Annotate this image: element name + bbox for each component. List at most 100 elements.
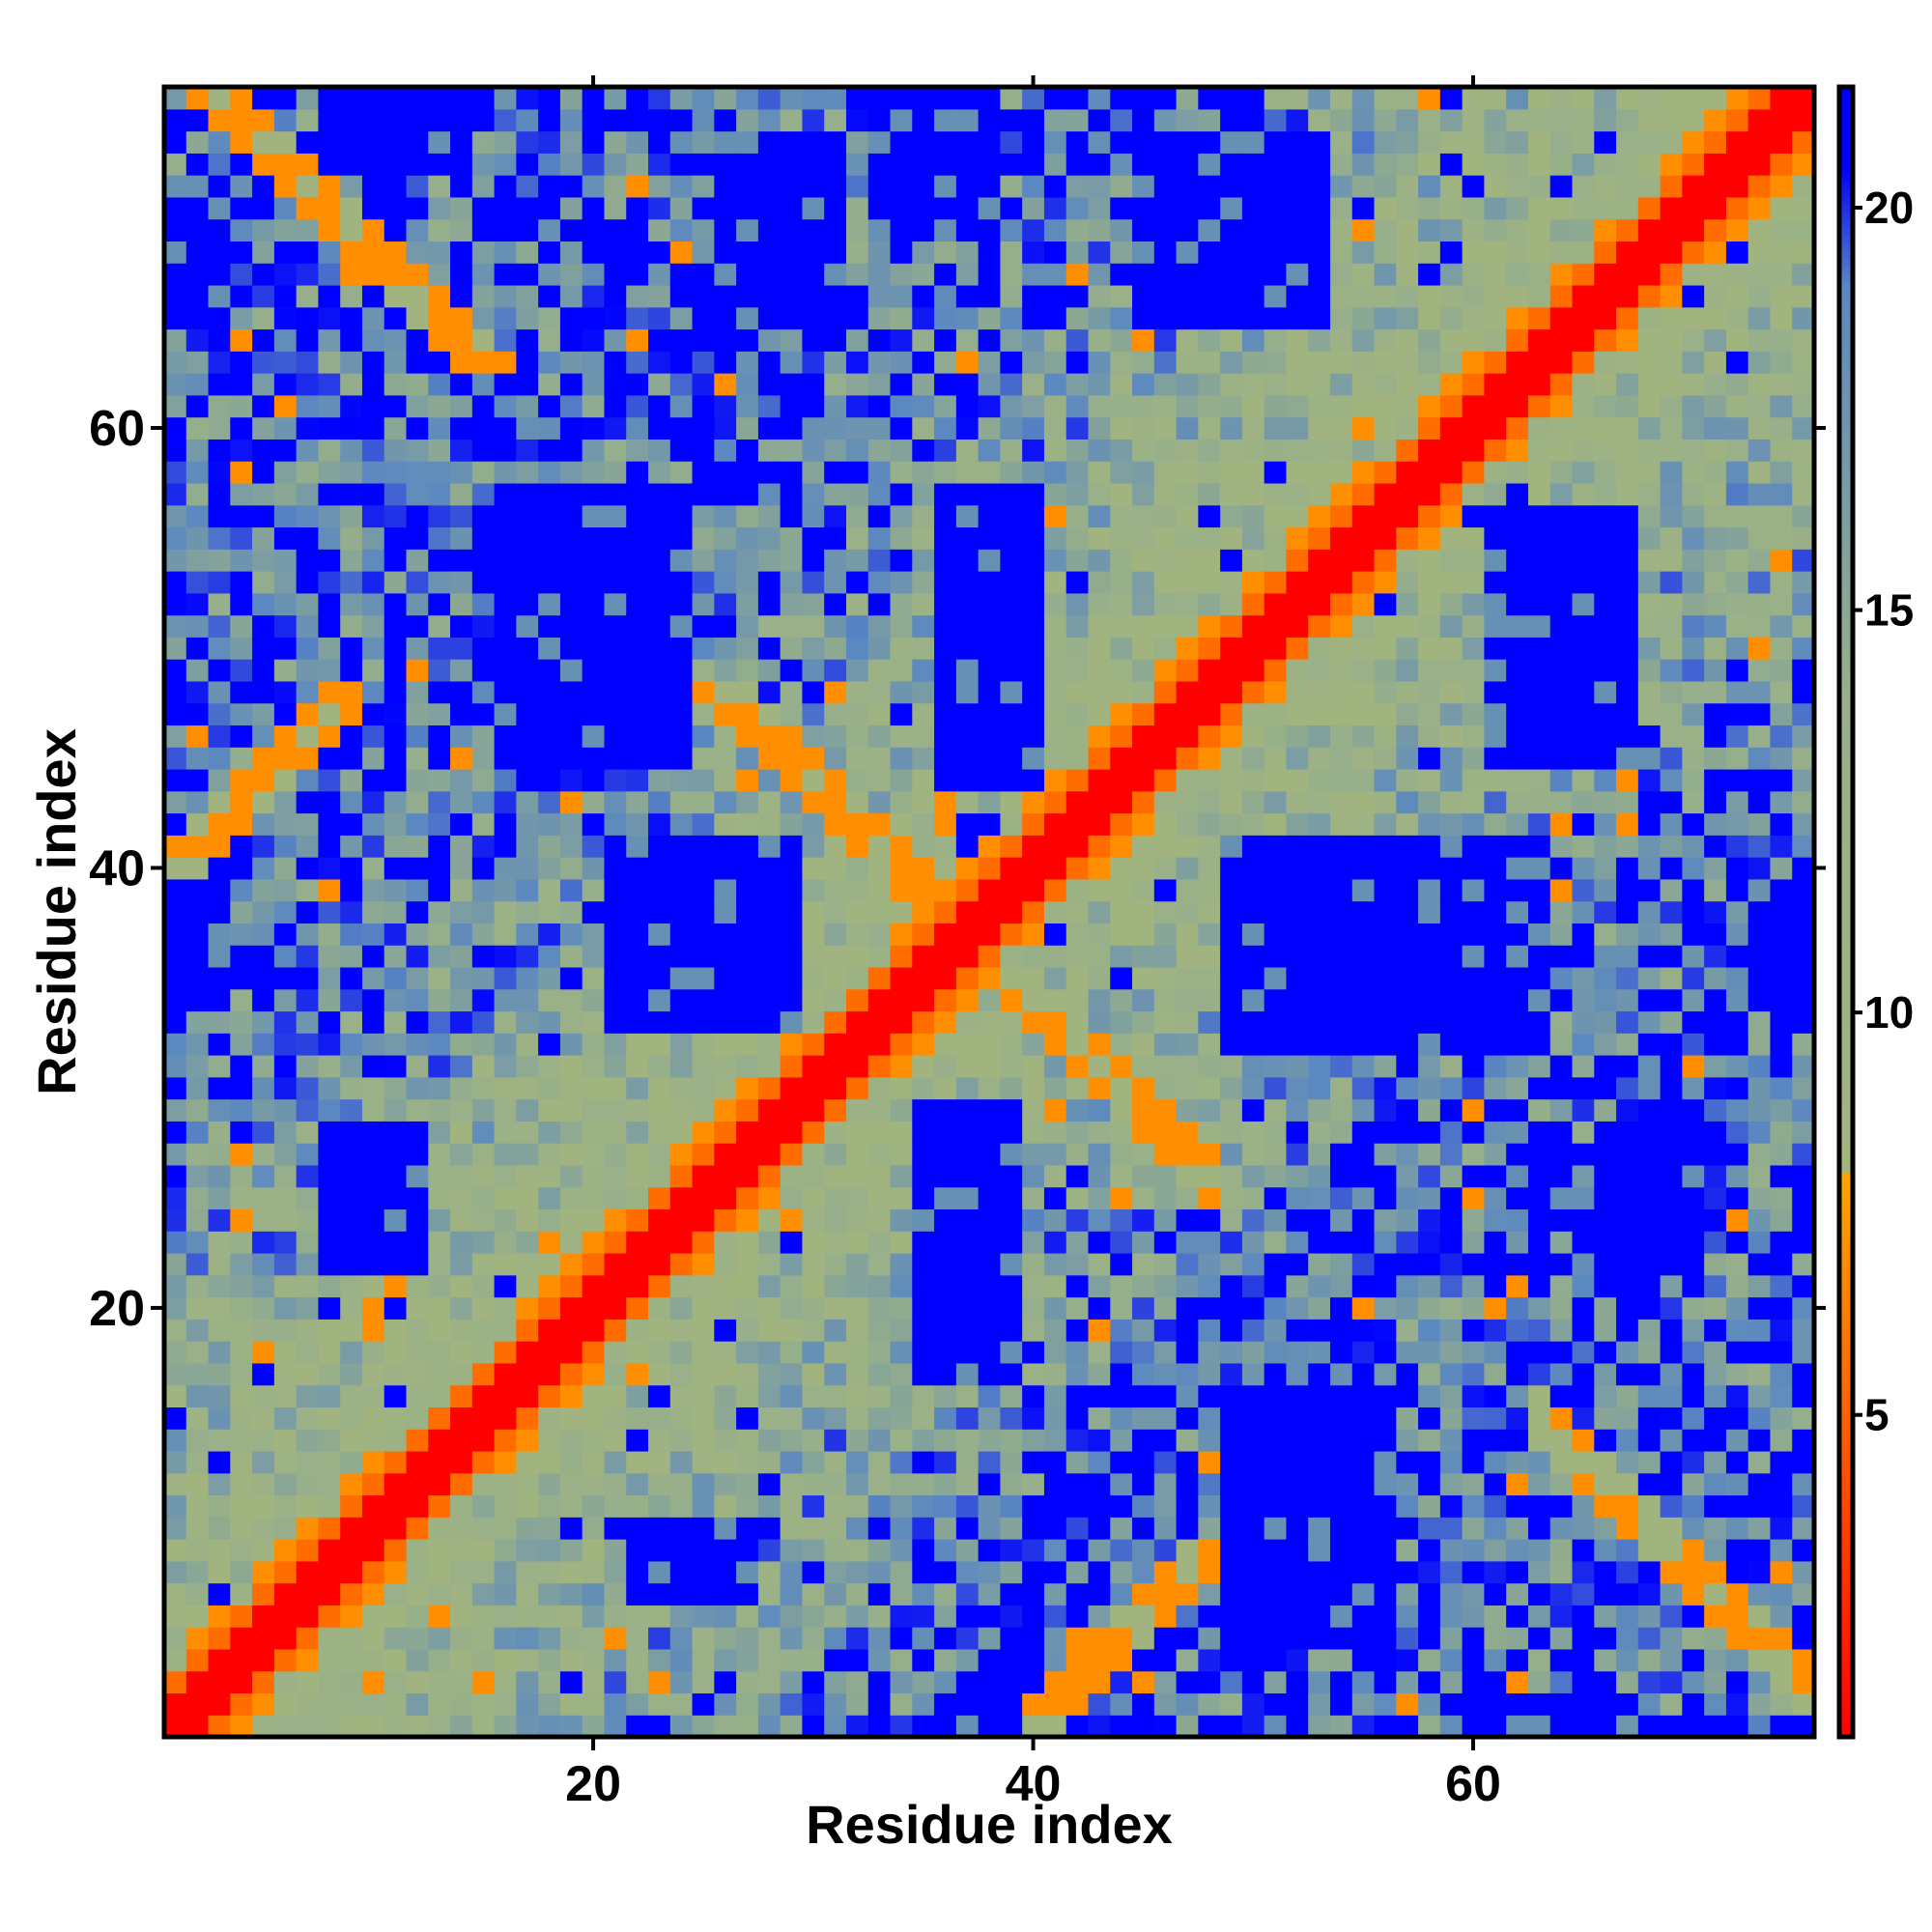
heatmap-cell [406, 1582, 429, 1605]
heatmap-cell [296, 702, 320, 726]
heatmap-cell [912, 1692, 935, 1716]
heatmap-cell [1153, 966, 1178, 990]
heatmap-cell [1527, 747, 1551, 770]
heatmap-cell [1132, 614, 1155, 638]
heatmap-cell [384, 1341, 408, 1364]
heatmap-cell [494, 966, 517, 990]
heatmap-cell [604, 196, 627, 220]
heatmap-cell [1065, 504, 1090, 528]
heatmap-cell [1484, 1692, 1507, 1716]
heatmap-cell [252, 461, 275, 484]
heatmap-cell [1549, 175, 1574, 198]
heatmap-cell [1110, 1494, 1133, 1518]
heatmap-cell [538, 1429, 561, 1452]
heatmap-cell [714, 857, 737, 880]
heatmap-cell [1374, 1319, 1397, 1342]
heatmap-cell [471, 988, 496, 1012]
heatmap-cell [824, 153, 847, 176]
heatmap-cell [1110, 284, 1133, 308]
heatmap-cell [582, 1472, 606, 1496]
heatmap-cell [252, 614, 275, 638]
heatmap-cell [450, 87, 473, 110]
heatmap-cell [406, 263, 429, 286]
heatmap-cell [494, 812, 517, 836]
heatmap-cell [1351, 1560, 1376, 1584]
heatmap-cell [208, 1010, 231, 1034]
heatmap-cell [736, 857, 759, 880]
heatmap-cell [1043, 1494, 1067, 1518]
heatmap-cell [230, 768, 253, 792]
heatmap-cell [1439, 659, 1463, 682]
heatmap-cell [538, 461, 561, 484]
heatmap-cell [1000, 1010, 1023, 1034]
heatmap-cell [1484, 1670, 1507, 1694]
heatmap-cell [1396, 1341, 1419, 1364]
heatmap-cell [230, 526, 253, 550]
heatmap-cell [780, 196, 804, 220]
heatmap-cell [626, 1143, 649, 1166]
heatmap-cell [559, 1362, 583, 1386]
heatmap-cell [1506, 900, 1529, 923]
heatmap-cell [164, 812, 187, 836]
heatmap-cell [1132, 768, 1155, 792]
heatmap-cell [604, 614, 627, 638]
heatmap-cell [494, 1517, 517, 1540]
heatmap-cell [340, 878, 363, 902]
heatmap-cell [340, 1605, 363, 1628]
heatmap-cell [780, 1033, 804, 1056]
heatmap-cell [296, 1406, 320, 1430]
heatmap-cell [1153, 1384, 1178, 1407]
heatmap-cell [340, 835, 363, 858]
heatmap-cell [1065, 702, 1090, 726]
heatmap-cell [1241, 1384, 1265, 1407]
heatmap-cell [692, 218, 715, 242]
heatmap-cell [1374, 1429, 1397, 1452]
heatmap-cell [494, 592, 517, 616]
heatmap-cell [1022, 1186, 1045, 1210]
heatmap-cell [1220, 1406, 1243, 1430]
heatmap-cell [208, 284, 231, 308]
heatmap-cell [934, 1715, 957, 1738]
heatmap-cell [1022, 108, 1045, 132]
heatmap-cell [867, 1362, 892, 1386]
heatmap-cell [164, 1670, 187, 1694]
heatmap-cell [1176, 1648, 1199, 1672]
heatmap-cell [1484, 768, 1507, 792]
heatmap-cell [559, 724, 583, 748]
heatmap-cell [1286, 87, 1309, 110]
heatmap-cell [1594, 680, 1617, 704]
heatmap-cell [1462, 680, 1485, 704]
heatmap-cell [802, 680, 825, 704]
heatmap-cell [428, 526, 451, 550]
heatmap-cell [736, 637, 759, 660]
heatmap-cell [450, 1362, 473, 1386]
heatmap-cell [1043, 394, 1067, 418]
heatmap-cell [559, 790, 583, 814]
heatmap-cell [736, 1605, 759, 1628]
heatmap-cell [736, 196, 759, 220]
heatmap-cell [406, 1164, 429, 1188]
heatmap-cell [845, 900, 869, 923]
heatmap-cell [406, 1494, 429, 1518]
heatmap-cell [626, 1274, 649, 1298]
heatmap-cell [626, 1472, 649, 1496]
heatmap-cell [1264, 1033, 1288, 1056]
heatmap-cell [208, 724, 231, 748]
heatmap-cell [384, 1055, 408, 1078]
heatmap-cell [1549, 108, 1574, 132]
heatmap-cell [494, 768, 517, 792]
heatmap-cell [1065, 659, 1090, 682]
heatmap-cell [1549, 504, 1574, 528]
heatmap-cell [669, 1406, 694, 1430]
heatmap-cell [164, 1296, 187, 1320]
heatmap-cell [361, 790, 385, 814]
heatmap-cell [185, 1186, 210, 1210]
heatmap-cell [494, 1231, 517, 1254]
heatmap-cell [1088, 1539, 1111, 1562]
heatmap-cell [1088, 263, 1111, 286]
heatmap-cell [824, 196, 847, 220]
heatmap-cell [669, 1517, 694, 1540]
heatmap-cell [1329, 637, 1353, 660]
heatmap-cell [428, 504, 451, 528]
heatmap-cell [1088, 1648, 1111, 1672]
